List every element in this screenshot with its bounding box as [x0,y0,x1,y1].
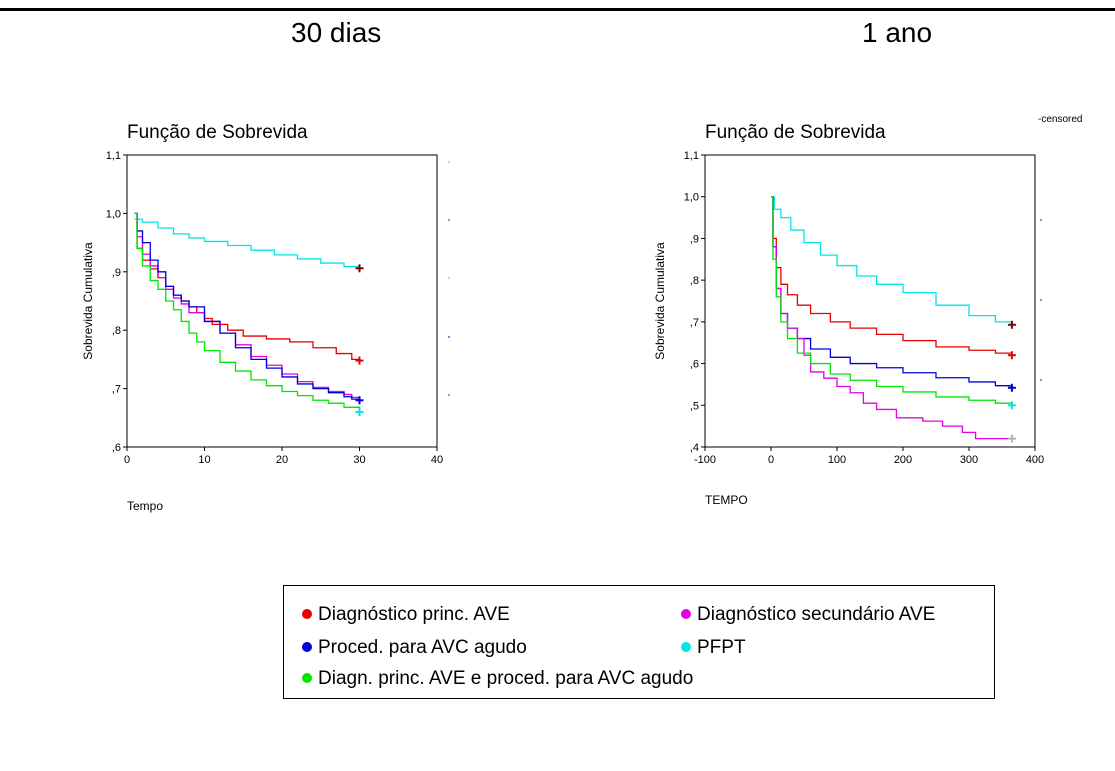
survival-chart-1-year: Função de Sobrevida ,4 ,5 ,6 ,7 ,8 ,9 1,0 1,1 -10… [653,122,1044,507]
y-tick-label: 1,0 [684,192,699,204]
legend-label: Proced. para AVC agudo [318,637,527,658]
y-tick-label: ,8 [112,325,121,337]
legend-item: Proced. para AVC agudo [302,637,527,659]
top-divider-line [0,8,1115,11]
legend-dot-icon [302,642,312,652]
legend-item: Diagnóstico secundário AVE [681,604,935,626]
chart-legend: Diagnóstico princ. AVE Diagnóstico secun… [283,585,995,699]
y-tick-label: ,8 [690,275,699,287]
censor-mark [355,264,364,273]
censor-mark [1007,434,1016,443]
plot-frame [704,154,1036,448]
survival-chart-30-days: Função de Sobrevida ,6 ,7 ,8 ,9 1,0 1,1 0 10 20 30… [81,122,450,513]
censor-mark [355,396,364,405]
legend-dot-icon [302,609,312,619]
y-tick-label: ,5 [690,400,699,412]
censored-annotation: -censored [1038,114,1083,125]
x-tick-label: -100 [694,454,716,466]
legend-label: Diagnóstico princ. AVE [318,604,510,625]
x-tick-label: 300 [960,454,978,466]
x-axis-label: Tempo [127,499,163,513]
chart-title: Função de Sobrevida [127,122,308,143]
y-tick-label: ,7 [112,384,121,396]
x-tick-label: 200 [894,454,912,466]
y-tick-label: ,6 [690,359,699,371]
censor-mark [355,356,364,365]
x-tick-label: 10 [198,454,210,466]
survival-step-line [134,212,361,401]
x-tick-label: 20 [276,454,288,466]
survival-step-line [771,196,1013,356]
y-tick-label: ,4 [690,442,699,454]
legend-item: Diagn. princ. AVE e proced. para AVC agu… [302,668,693,690]
x-axis-label: TEMPO [705,493,748,507]
survival-step-line [771,196,1012,440]
x-tick-label: 400 [1026,454,1044,466]
censor-mark [355,407,364,416]
survival-step-line [134,218,361,269]
period-title-1-year: 1 ano [862,17,933,48]
survival-step-line [771,196,1013,406]
y-tick-label: ,9 [112,267,121,279]
legend-label: Diagn. princ. AVE e proced. para AVC agu… [318,668,694,689]
censor-mark [1007,351,1016,360]
legend-dot-icon [302,673,312,683]
legend-dot-icon [681,609,691,619]
legend-dot-icon [681,642,691,652]
y-tick-label: ,7 [690,317,699,329]
chart-title: Função de Sobrevida [705,122,886,143]
y-axis-label: Sobrevida Cumulativa [81,242,95,360]
censor-mark [1007,383,1016,392]
censor-mark [1007,320,1016,329]
x-tick-label: 0 [124,454,130,466]
period-title-30-days: 30 dias [291,17,382,48]
legend-label: PFPT [697,637,746,658]
censor-mark [1007,401,1016,410]
y-tick-label: ,6 [112,442,121,454]
x-tick-label: 0 [768,454,774,466]
legend-label: Diagnóstico secundário AVE [697,604,936,625]
y-tick-label: 1,1 [684,150,699,162]
x-tick-label: 100 [828,454,846,466]
y-tick-label: ,9 [690,233,699,245]
survival-step-line [771,196,1013,388]
y-tick-label: 1,1 [106,150,121,162]
survival-step-line [771,196,1013,325]
x-tick-label: 40 [431,454,443,466]
x-tick-label: 30 [353,454,365,466]
y-tick-label: 1,0 [106,208,121,220]
y-axis-label: Sobrevida Cumulativa [653,242,667,360]
legend-item: PFPT [681,637,746,659]
legend-item: Diagnóstico princ. AVE [302,604,510,626]
survival-step-line [134,212,361,412]
